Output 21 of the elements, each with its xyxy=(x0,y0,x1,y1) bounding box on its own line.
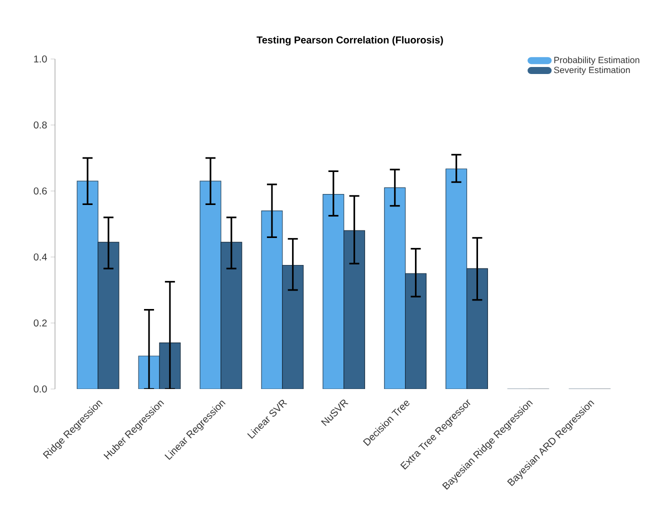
legend-label: Probability Estimation xyxy=(554,56,640,65)
y-tick-label: 0.6 xyxy=(34,187,47,195)
bar xyxy=(322,194,344,389)
bar xyxy=(446,168,468,389)
y-tick-label: 0.2 xyxy=(34,319,47,327)
bar xyxy=(344,230,366,389)
y-tick-label: 0.8 xyxy=(34,121,47,129)
bar xyxy=(220,242,242,389)
bar xyxy=(200,180,222,389)
bar xyxy=(282,264,304,389)
y-tick-label: 1.0 xyxy=(34,55,47,63)
bar xyxy=(466,268,488,389)
y-tick-label: 0.0 xyxy=(34,385,47,393)
legend-label: Severity Estimation xyxy=(554,66,630,75)
bar xyxy=(384,187,406,389)
bar xyxy=(261,210,283,389)
y-tick-label: 0.4 xyxy=(34,253,47,261)
bar xyxy=(405,273,427,389)
chart-title: Testing Pearson Correlation (Fluorosis) xyxy=(256,36,443,46)
bar xyxy=(76,180,98,389)
bar xyxy=(98,242,120,389)
